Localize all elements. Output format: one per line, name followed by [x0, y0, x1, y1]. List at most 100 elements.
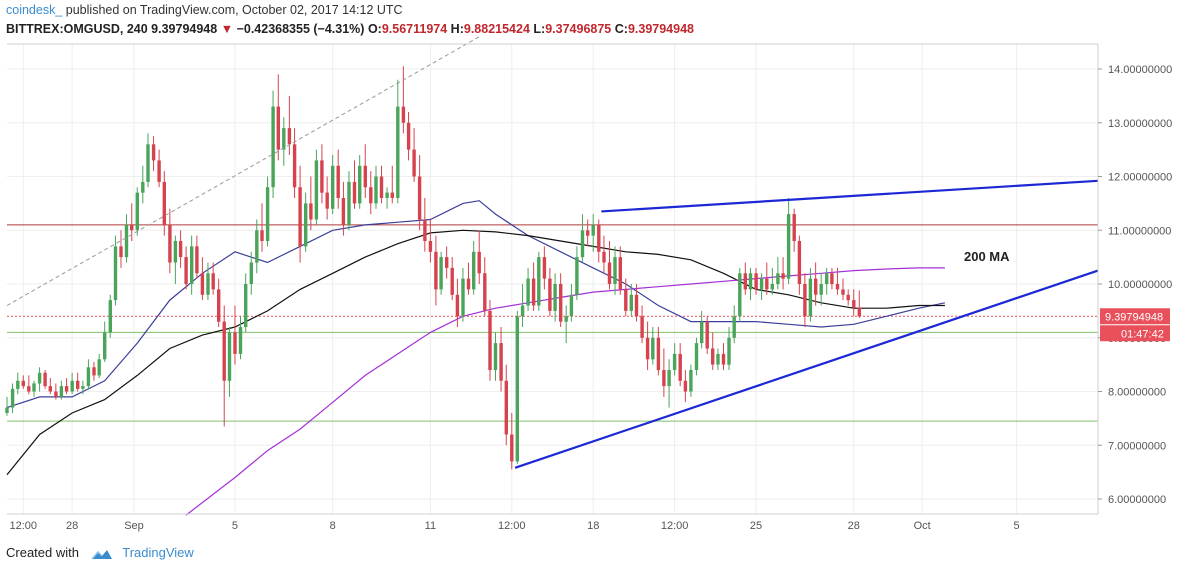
price-tick-label: 13.00000000: [1108, 118, 1172, 130]
candle-body: [499, 343, 503, 381]
candle-body: [488, 310, 492, 370]
candle-body: [428, 241, 433, 252]
ohlc-summary: BITTREX:OMGUSD, 240 9.39794948 ▼ −0.4236…: [6, 22, 694, 36]
time-axis[interactable]: 12:00 28 Sep 5 8 11 12:00 18 12:00 25 28 Oct 5: [10, 520, 1020, 532]
candle-body: [483, 273, 487, 311]
candle-body: [602, 251, 606, 263]
candle-body: [396, 106, 400, 198]
candle-body: [472, 251, 476, 290]
candle-body: [721, 353, 726, 365]
candle-body: [32, 383, 36, 392]
candle-body: [130, 224, 134, 231]
candle-body: [716, 353, 720, 365]
trendlines[interactable]: [6, 36, 1099, 469]
chart-header-published: coindesk_ published on TradingView.com, …: [6, 3, 403, 17]
candle-body: [803, 284, 807, 317]
candle-body: [54, 391, 58, 397]
current-price-value: 9.39794948: [1105, 311, 1163, 323]
price-tick-label: 14.00000000: [1108, 64, 1172, 76]
candle-body: [336, 165, 340, 198]
candle-body: [591, 224, 595, 236]
candle-body: [162, 181, 166, 225]
change-down-icon: ▼: [220, 22, 234, 36]
time-tick-label: 12:00: [661, 520, 689, 532]
candle-body: [249, 262, 253, 284]
candle-body: [852, 300, 856, 308]
candle-body: [537, 257, 541, 306]
candle-body: [689, 370, 693, 392]
candle-body: [401, 106, 406, 123]
candle-body: [640, 316, 644, 338]
candle-body: [738, 273, 742, 317]
candle-body: [287, 128, 292, 145]
symbol-label: BITTREX:OMGUSD, 240: [6, 22, 148, 36]
candle-body: [607, 262, 612, 284]
candle-body: [781, 273, 785, 279]
candle-body: [531, 278, 536, 306]
candle-body: [271, 106, 275, 188]
price-tick-label: 6.00000000: [1108, 494, 1166, 506]
price-tick-label: 10.00000000: [1108, 279, 1172, 291]
candle-body: [222, 321, 226, 381]
candlestick-series: [5, 66, 861, 470]
time-tick-label: 12:00: [498, 520, 526, 532]
candle-body: [559, 284, 563, 322]
candle-body: [575, 257, 579, 295]
created-with-text: Created with: [6, 545, 79, 560]
trendline: [514, 269, 1099, 469]
candle-body: [624, 289, 628, 311]
candle-body: [184, 257, 188, 284]
time-tick-label: 28: [848, 520, 860, 532]
candle-body: [10, 388, 15, 408]
tradingview-link[interactable]: TradingView: [122, 545, 194, 560]
candle-body: [37, 372, 42, 384]
candle-body: [759, 278, 764, 290]
price-axis[interactable]: 14.00000000 13.00000000 12.00000000 11.0000…: [1098, 64, 1172, 506]
time-tick-label: 28: [66, 520, 78, 532]
candle-body: [43, 372, 47, 387]
candle-body: [672, 353, 677, 370]
candle-body: [846, 294, 850, 301]
candle-body: [765, 278, 769, 290]
low-value: 9.37496875: [545, 22, 612, 36]
candle-body: [504, 380, 508, 435]
candle-body: [776, 273, 780, 285]
candle-body: [190, 246, 194, 284]
candle-body: [59, 386, 64, 397]
candle-body: [597, 224, 601, 252]
candle-body: [406, 122, 411, 150]
candle-body: [564, 316, 568, 322]
candle-body: [331, 165, 335, 209]
time-tick-label: Oct: [914, 520, 931, 532]
candle-body: [683, 380, 688, 392]
plot-background: [7, 44, 1098, 514]
candle-body: [16, 380, 20, 389]
candle-body: [754, 273, 758, 290]
tradingview-logo-icon[interactable]: [91, 547, 113, 561]
candle-body: [113, 246, 118, 301]
candle-body: [48, 386, 52, 392]
candle-body: [662, 370, 666, 387]
candle-body: [542, 257, 547, 279]
candle-body: [157, 160, 161, 182]
candle-body: [770, 284, 774, 290]
candle-body: [808, 278, 813, 317]
candle-body: [227, 332, 232, 381]
price-chart[interactable]: 200 MA 14.00000000 13.00000000 12.00000000…: [0, 0, 1184, 540]
candle-body: [830, 273, 834, 285]
publisher-name[interactable]: coindesk_: [6, 3, 63, 17]
candle-body: [515, 316, 519, 462]
candle-body: [70, 380, 74, 392]
candle-body: [168, 224, 172, 263]
candle-body: [743, 273, 747, 290]
time-tick-label: 12:00: [10, 520, 38, 532]
price-axis-labels: 9.39794948 01:47:42: [1100, 308, 1170, 342]
candle-body: [200, 273, 205, 295]
open-value: 9.56711974: [381, 22, 448, 36]
close-value: 9.39794948: [627, 22, 694, 36]
candle-body: [282, 128, 286, 150]
candle-body: [553, 284, 557, 311]
time-tick-label: 25: [750, 520, 762, 532]
candle-body: [103, 332, 107, 360]
time-tick-label: 5: [1014, 520, 1020, 532]
